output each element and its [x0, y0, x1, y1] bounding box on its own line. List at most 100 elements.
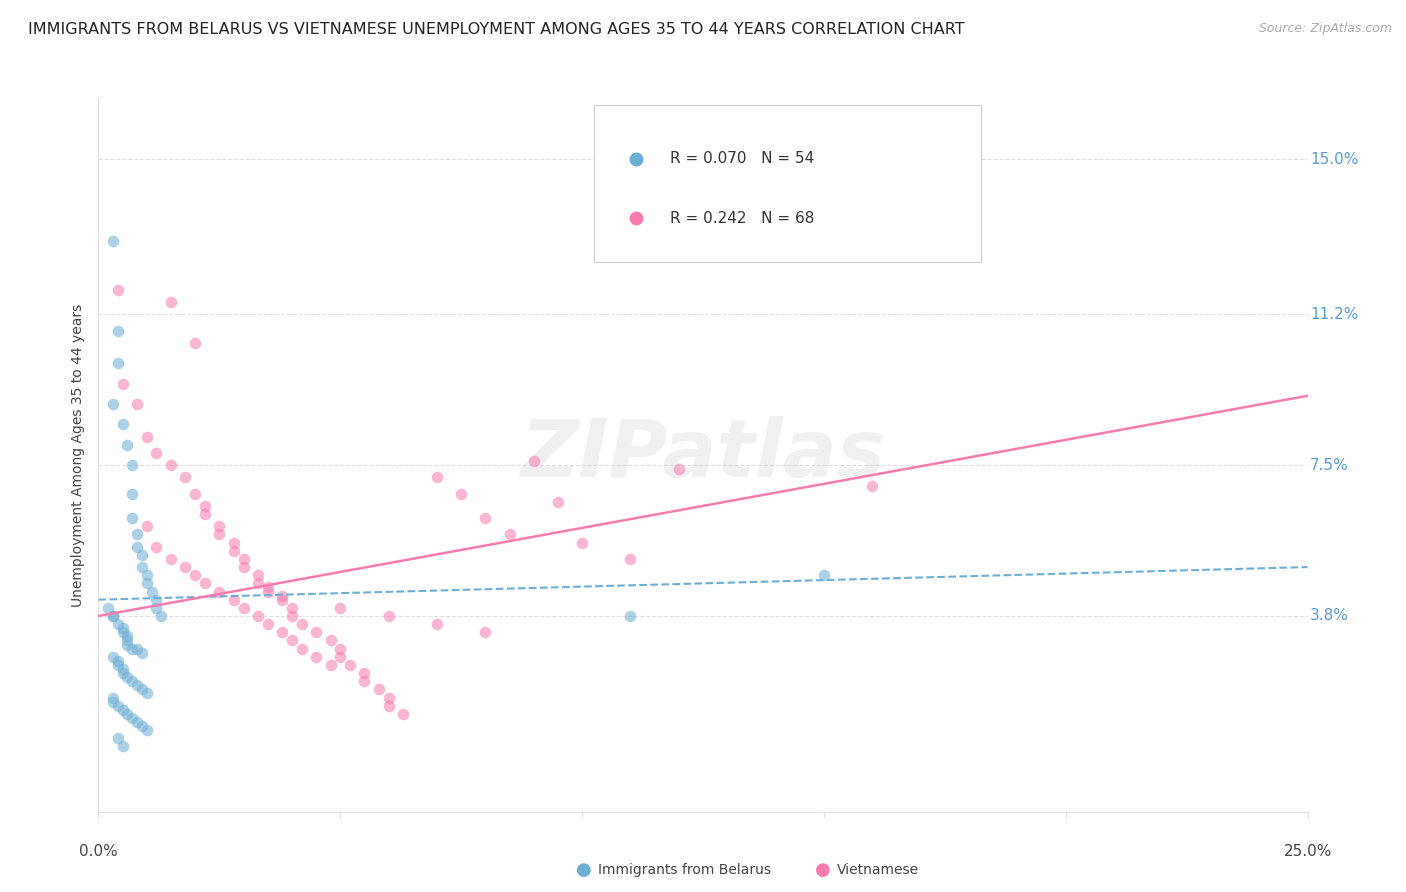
Point: [232, 560, 254, 574]
Point: [121, 511, 143, 525]
Point: [145, 600, 167, 615]
Point: [208, 584, 231, 599]
Point: [117, 638, 139, 652]
Point: [107, 617, 129, 632]
Point: [111, 662, 134, 676]
Point: [107, 654, 129, 668]
Point: [353, 666, 375, 681]
Point: [107, 356, 129, 370]
Point: [619, 552, 641, 566]
Point: [523, 454, 546, 468]
Point: [101, 695, 124, 709]
Point: [474, 511, 496, 525]
Point: [174, 470, 197, 484]
Point: [121, 486, 143, 500]
Point: [256, 617, 278, 632]
Point: [111, 417, 134, 432]
Point: [127, 714, 149, 729]
Point: [117, 670, 139, 684]
Point: [247, 576, 270, 591]
Point: [271, 589, 294, 603]
Point: [377, 698, 399, 713]
Point: [184, 568, 207, 582]
Point: [101, 234, 124, 248]
Text: R = 0.242   N = 68: R = 0.242 N = 68: [671, 211, 814, 226]
Point: [290, 617, 312, 632]
Point: [208, 527, 231, 541]
Point: [377, 690, 399, 705]
Point: [131, 646, 153, 660]
FancyBboxPatch shape: [595, 105, 981, 262]
Text: IMMIGRANTS FROM BELARUS VS VIETNAMESE UNEMPLOYMENT AMONG AGES 35 TO 44 YEARS COR: IMMIGRANTS FROM BELARUS VS VIETNAMESE UN…: [28, 22, 965, 37]
Point: [184, 335, 207, 350]
Point: [97, 600, 120, 615]
Point: [145, 446, 167, 460]
Point: [329, 649, 352, 664]
Point: [131, 560, 153, 574]
Point: [141, 584, 163, 599]
Point: [131, 719, 153, 733]
Text: 25.0%: 25.0%: [1284, 845, 1331, 859]
Text: 0.0%: 0.0%: [79, 845, 118, 859]
Point: [127, 527, 149, 541]
Point: [256, 581, 278, 595]
Point: [111, 376, 134, 391]
Point: [117, 629, 139, 643]
Point: [305, 625, 328, 640]
Point: [101, 609, 124, 624]
Point: [135, 568, 157, 582]
Point: [121, 641, 143, 656]
Point: [281, 600, 304, 615]
Point: [160, 295, 183, 310]
Point: [121, 711, 143, 725]
Point: [813, 568, 835, 582]
Point: [127, 397, 149, 411]
Point: [232, 552, 254, 566]
Point: [329, 600, 352, 615]
Point: [135, 519, 157, 533]
Point: [131, 682, 153, 697]
Point: [111, 621, 134, 635]
Point: [121, 674, 143, 689]
Point: [247, 568, 270, 582]
Point: [101, 609, 124, 624]
Point: [135, 686, 157, 700]
Point: [319, 633, 342, 648]
Point: [256, 584, 278, 599]
Text: Vietnamese: Vietnamese: [837, 863, 918, 877]
Text: Source: ZipAtlas.com: Source: ZipAtlas.com: [1258, 22, 1392, 36]
Point: [271, 592, 294, 607]
Text: R = 0.070   N = 54: R = 0.070 N = 54: [671, 152, 814, 166]
Point: [101, 649, 124, 664]
Point: [247, 609, 270, 624]
Text: 11.2%: 11.2%: [1310, 307, 1358, 322]
Point: [377, 609, 399, 624]
Point: [498, 527, 520, 541]
Point: [474, 625, 496, 640]
Point: [131, 548, 153, 562]
Point: [194, 576, 217, 591]
Point: [208, 519, 231, 533]
Point: [339, 657, 361, 672]
Point: [117, 706, 139, 721]
Text: 7.5%: 7.5%: [1310, 458, 1348, 473]
Point: [329, 641, 352, 656]
Point: [150, 609, 173, 624]
Point: [117, 633, 139, 648]
Point: [290, 641, 312, 656]
Point: [232, 600, 254, 615]
Point: [111, 666, 134, 681]
Point: [135, 429, 157, 443]
Point: [160, 458, 183, 472]
Point: [426, 617, 449, 632]
Point: [107, 698, 129, 713]
Point: [271, 625, 294, 640]
Point: [619, 609, 641, 624]
Point: [127, 641, 149, 656]
Point: [160, 552, 183, 566]
Point: [135, 576, 157, 591]
Text: ●: ●: [814, 861, 831, 879]
Point: [107, 731, 129, 746]
Point: [392, 706, 415, 721]
Point: [111, 739, 134, 754]
